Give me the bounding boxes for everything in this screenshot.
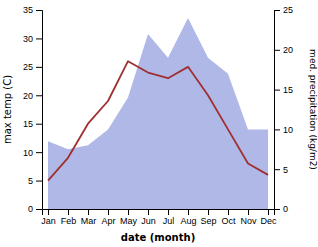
tick: 25 xyxy=(274,5,293,15)
tick-mark xyxy=(188,209,189,215)
tick-mark xyxy=(168,209,169,215)
tick: 10 xyxy=(274,125,293,135)
tick-mark xyxy=(274,50,280,51)
tick: 5 xyxy=(28,176,42,186)
tick-label: 20 xyxy=(23,91,33,101)
axis-line xyxy=(36,11,43,210)
tick: Mar xyxy=(81,209,97,226)
tick-label: Aug xyxy=(180,216,196,226)
x-axis-title: date (month) xyxy=(121,232,195,243)
tick: Jul xyxy=(163,209,175,226)
tick-label: Jun xyxy=(141,216,156,226)
tick: May xyxy=(120,209,138,226)
tick-label: Jul xyxy=(163,216,175,226)
tick-mark xyxy=(36,10,42,11)
tick: Apr xyxy=(101,209,115,226)
tick-mark xyxy=(48,209,49,215)
tick-label: 0 xyxy=(283,204,288,214)
tick-mark xyxy=(36,181,42,182)
tick: Oct xyxy=(221,209,236,226)
tick-label: 15 xyxy=(283,85,293,95)
tick-mark xyxy=(36,152,42,153)
tick-label: 5 xyxy=(28,176,33,186)
tick: 0 xyxy=(274,204,288,214)
tick: 15 xyxy=(274,85,293,95)
tick-label: 25 xyxy=(23,62,33,72)
tick: 5 xyxy=(274,165,288,175)
tick-label: Sep xyxy=(200,216,216,226)
plot: Jan Feb Mar Apr MayJun Jul Aug Sep Oct NovDec 0 5 10… xyxy=(23,5,293,226)
tick-mark xyxy=(274,90,280,91)
tick-label: 0 xyxy=(28,204,33,214)
tick-mark xyxy=(274,209,280,210)
tick-label: 5 xyxy=(283,165,288,175)
tick-mark xyxy=(68,209,69,215)
chart: Jan Feb Mar Apr MayJun Jul Aug Sep Oct NovDec 0 5 10… xyxy=(0,0,318,247)
y2-axis: 0 5 10 15 20 25 xyxy=(274,5,293,214)
tick: 35 xyxy=(23,5,42,15)
tick-mark xyxy=(148,209,149,215)
tick-mark xyxy=(208,209,209,215)
tick-label: 30 xyxy=(23,34,33,44)
tick: Jun xyxy=(141,209,156,226)
tick-mark xyxy=(268,209,269,215)
tick-mark xyxy=(274,129,280,130)
tick: Sep xyxy=(200,209,216,226)
tick-label: 20 xyxy=(283,45,293,55)
tick: 0 xyxy=(28,204,42,214)
tick: Dec xyxy=(260,209,277,226)
tick-mark xyxy=(36,95,42,96)
tick-label: Nov xyxy=(240,216,257,226)
tick-label: 15 xyxy=(23,119,33,129)
tick-label: Feb xyxy=(61,216,77,226)
tick: Feb xyxy=(61,209,77,226)
tick: 20 xyxy=(274,45,293,55)
y-axis: 0 5 10 15 20 25 30 35 xyxy=(23,5,43,214)
tick-label: Mar xyxy=(81,216,97,226)
y2-axis-title: med. precipitation (kg/m2) xyxy=(308,49,318,170)
tick: 20 xyxy=(23,91,42,101)
tick-mark xyxy=(36,67,42,68)
tick-label: 35 xyxy=(23,5,33,15)
tick: Jan xyxy=(41,209,56,226)
axis-line xyxy=(43,210,275,216)
tick-label: Jan xyxy=(41,216,56,226)
tick-mark xyxy=(228,209,229,215)
tick-label: 25 xyxy=(283,5,293,15)
y-axis-title: max temp (C) xyxy=(2,75,13,144)
tick-mark xyxy=(128,209,129,215)
tick: Aug xyxy=(180,209,196,226)
tick-label: Dec xyxy=(260,216,277,226)
tick-mark xyxy=(274,10,280,11)
x-axis: Jan Feb Mar Apr MayJun Jul Aug Sep Oct NovDec xyxy=(41,209,277,226)
tick: Nov xyxy=(240,209,257,226)
tick-mark xyxy=(36,209,42,210)
tick-mark xyxy=(274,169,280,170)
tick-label: May xyxy=(120,216,138,226)
temperature-line xyxy=(48,61,268,180)
marks xyxy=(48,18,268,209)
axis-line xyxy=(275,11,281,210)
tick: 30 xyxy=(23,34,42,44)
tick-label: Apr xyxy=(101,216,115,226)
tick: 15 xyxy=(23,119,42,129)
tick: 10 xyxy=(23,148,42,158)
tick-label: Oct xyxy=(221,216,236,226)
tick-mark xyxy=(36,124,42,125)
tick: 25 xyxy=(23,62,42,72)
tick-label: 10 xyxy=(23,148,33,158)
tick-mark xyxy=(108,209,109,215)
tick-mark xyxy=(36,38,42,39)
tick-label: 10 xyxy=(283,125,293,135)
precipitation-area xyxy=(48,18,268,209)
tick-mark xyxy=(88,209,89,215)
tick-mark xyxy=(248,209,249,215)
